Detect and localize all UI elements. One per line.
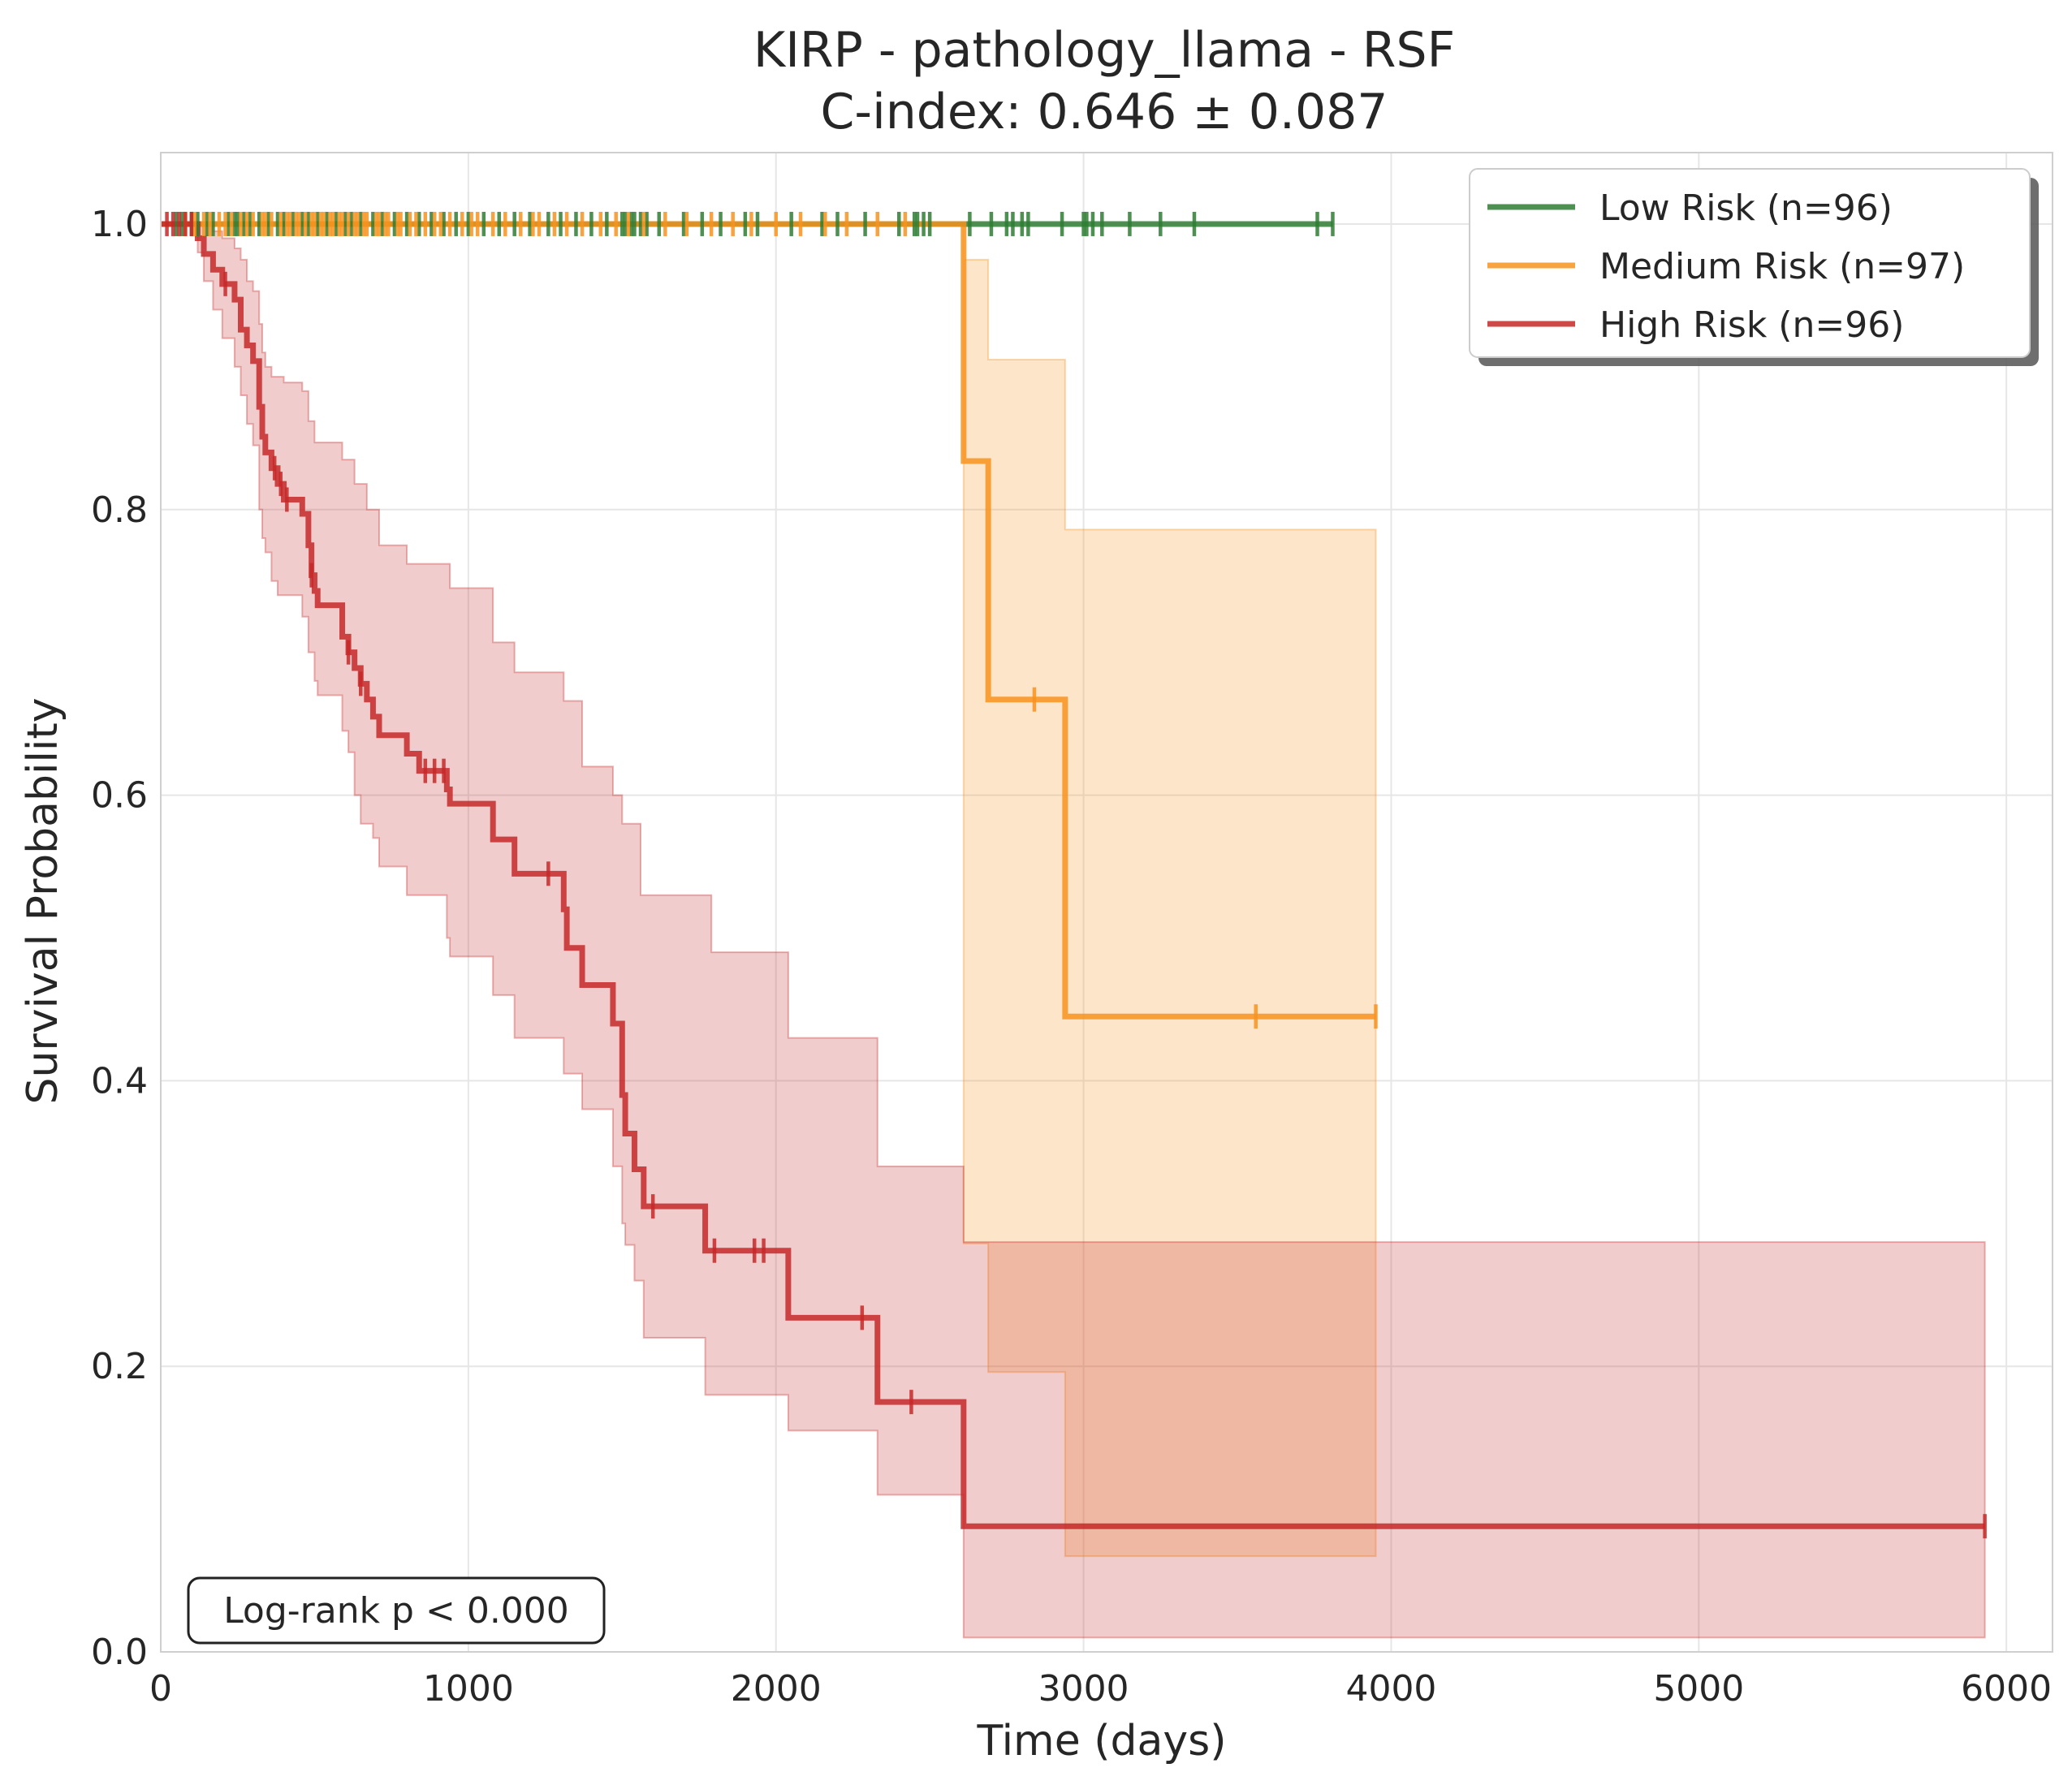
x-tick-label: 6000 xyxy=(1961,1668,2052,1710)
censor-marks xyxy=(165,211,1987,1539)
y-axis-ticks: 0.0 0.2 0.4 0.6 0.8 1.0 xyxy=(91,204,148,1673)
legend-label-1: Medium Risk (n=97) xyxy=(1599,246,1965,287)
x-tick-label: 4000 xyxy=(1345,1668,1436,1710)
y-tick-label: 1.0 xyxy=(91,204,148,245)
y-tick-label: 0.6 xyxy=(91,775,148,817)
x-axis-ticks: 0 1000 2000 3000 4000 5000 6000 xyxy=(149,1668,2052,1710)
legend-box xyxy=(1469,168,2031,358)
legend-label-0: Low Risk (n=96) xyxy=(1599,188,1893,229)
x-axis-label: Time (days) xyxy=(976,1717,1226,1766)
x-tick-label: 0 xyxy=(149,1668,172,1710)
y-tick-label: 0.0 xyxy=(91,1632,148,1673)
x-tick-label: 2000 xyxy=(731,1668,822,1710)
chart-title-line2: C-index: 0.646 ± 0.087 xyxy=(821,84,1388,140)
x-tick-label: 5000 xyxy=(1653,1668,1744,1710)
ci-band-2 xyxy=(161,222,1986,1639)
y-axis-label: Survival Probability xyxy=(19,697,67,1104)
y-tick-label: 0.8 xyxy=(91,489,148,531)
survival-curve-2 xyxy=(161,221,1985,1529)
logrank-box xyxy=(187,1576,606,1645)
plot-frame xyxy=(160,152,2053,1653)
x-tick-label: 1000 xyxy=(423,1668,514,1710)
y-tick-label: 0.2 xyxy=(91,1346,148,1387)
survival-curve-1 xyxy=(161,221,1376,1020)
confidence-bands xyxy=(161,222,1986,1639)
legend-items: Low Risk (n=96) Medium Risk (n=97) High Ri… xyxy=(1487,188,1965,346)
y-tick-label: 0.4 xyxy=(91,1060,148,1102)
chart-title-line1: KIRP - pathology_llama - RSF xyxy=(753,22,1455,79)
legend: Low Risk (n=96) Medium Risk (n=97) High Ri… xyxy=(1469,168,2039,366)
logrank-annotation: Log-rank p < 0.000 xyxy=(187,1576,606,1645)
x-tick-label: 3000 xyxy=(1038,1668,1129,1710)
logrank-text: Log-rank p < 0.000 xyxy=(223,1590,569,1632)
legend-label-2: High Risk (n=96) xyxy=(1599,304,1904,346)
ci-band-1 xyxy=(161,222,1377,1558)
